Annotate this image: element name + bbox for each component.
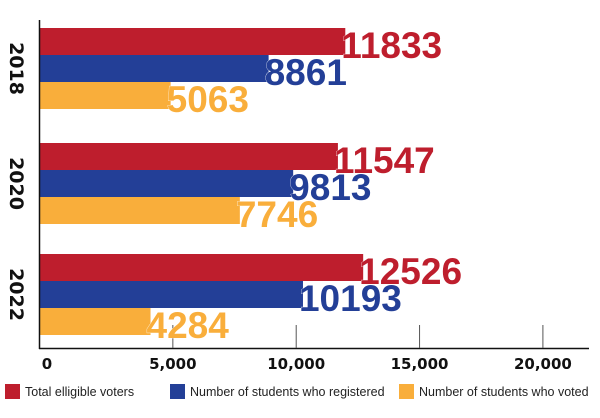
x-tick-label: 0 bbox=[42, 355, 52, 373]
value-label: 4284 bbox=[147, 305, 230, 346]
legend-item-voted: Number of students who voted bbox=[399, 384, 589, 399]
legend: Total elligible voters Number of student… bbox=[0, 384, 600, 404]
legend-swatch-blue bbox=[170, 384, 185, 399]
legend-swatch-orange bbox=[399, 384, 414, 399]
x-tick-label: 10,000 bbox=[267, 355, 325, 373]
category-labels-layer: 2018 2020 2022 bbox=[5, 42, 27, 321]
bar bbox=[40, 28, 346, 55]
value-label: 7746 bbox=[236, 194, 318, 235]
value-label: 11547 bbox=[334, 140, 435, 181]
bar bbox=[40, 82, 171, 109]
ticks-layer: 0 5,000 10,000 15,000 20,000 bbox=[42, 325, 572, 373]
bar bbox=[40, 143, 338, 170]
legend-swatch-red bbox=[5, 384, 20, 399]
bar bbox=[40, 55, 269, 82]
bar bbox=[40, 197, 240, 224]
bar bbox=[40, 254, 364, 281]
bars-layer bbox=[40, 28, 364, 335]
value-label: 5063 bbox=[167, 79, 249, 120]
x-tick-label: 20,000 bbox=[514, 355, 572, 373]
legend-label: Number of students who registered bbox=[190, 384, 385, 399]
legend-label: Number of students who voted bbox=[419, 384, 589, 399]
bar bbox=[40, 281, 303, 308]
value-label: 11833 bbox=[341, 25, 442, 66]
x-tick-label: 15,000 bbox=[391, 355, 449, 373]
value-label: 9813 bbox=[289, 167, 371, 208]
value-label: 10193 bbox=[299, 278, 402, 319]
value-label: 12526 bbox=[359, 251, 462, 292]
legend-item-registered: Number of students who registered bbox=[170, 384, 385, 399]
value-label: 8861 bbox=[265, 52, 347, 93]
category-label: 2018 bbox=[5, 42, 27, 95]
category-label: 2022 bbox=[5, 268, 27, 321]
legend-item-total-eligible: Total elligible voters bbox=[5, 384, 134, 399]
axes-layer bbox=[38, 20, 589, 350]
bar bbox=[40, 308, 151, 335]
legend-label: Total elligible voters bbox=[25, 384, 135, 399]
bar bbox=[40, 170, 294, 197]
category-label: 2020 bbox=[5, 157, 27, 210]
x-tick-label: 5,000 bbox=[149, 355, 196, 373]
